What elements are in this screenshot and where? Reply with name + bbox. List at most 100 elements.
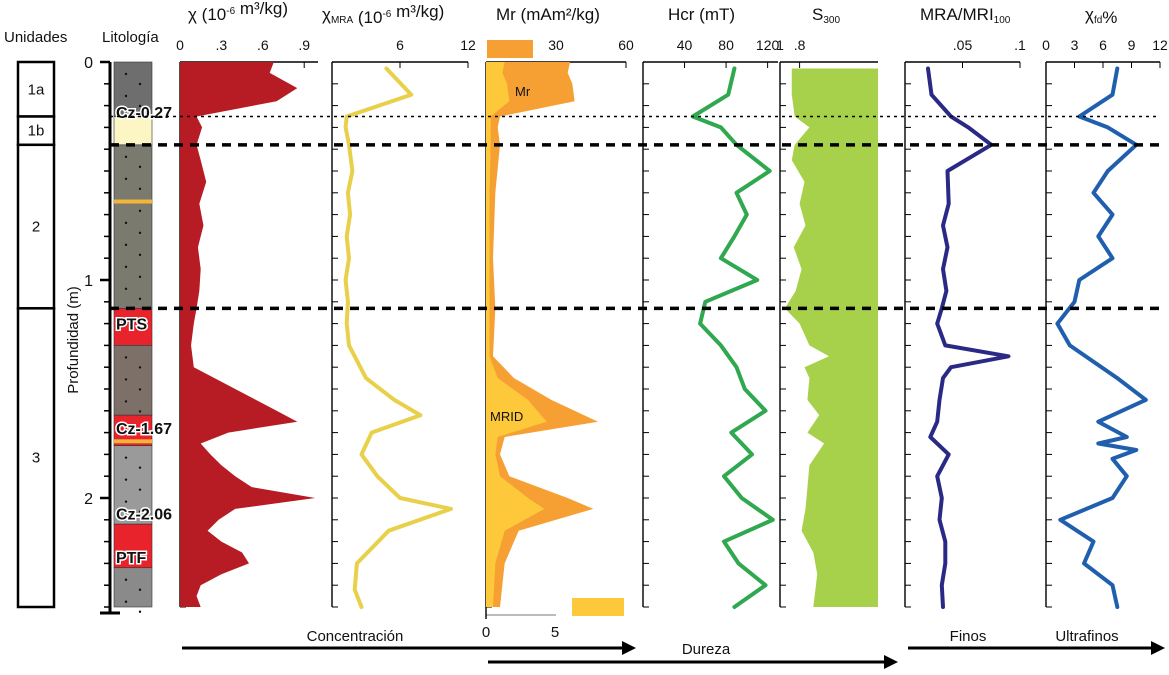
ratio-title-part: MRA/MRI <box>920 5 994 24</box>
lithology-layer <box>113 116 153 146</box>
header-units: Unidades <box>4 29 67 46</box>
lithology-dot <box>124 578 128 581</box>
lithology-dot <box>124 287 128 291</box>
lithology-dot <box>124 356 128 359</box>
ratio-line <box>926 66 1011 609</box>
chi-xtick-label: .9 <box>298 37 310 53</box>
lithology-dot <box>138 297 142 301</box>
s300-xtick-label: 1 <box>776 37 784 53</box>
lithology-dot <box>138 165 142 169</box>
ratio-xtick-label: .1 <box>1014 37 1026 53</box>
chi-title: χ (10-6 m³/kg) <box>188 0 288 24</box>
label-finos: Finos <box>950 628 987 645</box>
chimra-panel: χMRA (10-6 m³/kg) 6 12 <box>322 2 476 609</box>
lithology-label: PTF <box>116 550 146 567</box>
lithology-dot <box>138 82 142 86</box>
s300-title-part: S <box>812 5 823 24</box>
chifd-title: χfd% <box>1085 5 1117 27</box>
lithology-dot <box>138 187 142 191</box>
hcr-xtick-label: 120 <box>756 37 780 53</box>
chifd-xtick-label: 3 <box>1071 37 1079 53</box>
depth-tick-label: 2 <box>84 491 93 508</box>
lithology-dot <box>124 177 128 181</box>
unit-label: 1a <box>28 81 45 98</box>
chimra-title-part: MRA <box>331 15 354 26</box>
lithology-dot <box>138 588 142 591</box>
lithology-dot <box>138 366 142 369</box>
unit-label: 3 <box>32 450 40 467</box>
hcr-title: Hcr (mT) <box>668 5 735 24</box>
chi-area <box>180 62 316 607</box>
unit-label: 1b <box>28 123 45 140</box>
bottom-arrows <box>182 641 1165 669</box>
s300-panel: S300 1 .8 <box>776 5 878 608</box>
lithology-dot <box>124 265 128 269</box>
lithology-layer <box>113 308 153 346</box>
lithology-dot <box>138 231 142 235</box>
lithology-dot <box>124 400 128 403</box>
chimra-title-part: (10 <box>353 8 382 27</box>
hcr-line <box>690 66 775 609</box>
chi-xtick-label: .3 <box>216 37 228 53</box>
lithology-dot <box>138 388 142 391</box>
chifd-title-part: fd <box>1094 15 1102 26</box>
depth-axis: 0 1 2 <box>84 55 120 615</box>
lithology-dot <box>124 456 128 459</box>
lithology-dot <box>124 243 128 247</box>
lithology-layer <box>113 144 153 309</box>
lithology-layer <box>113 567 153 608</box>
label-dureza: Dureza <box>682 641 731 658</box>
ratio-title: MRA/MRI100 <box>920 5 1011 26</box>
mr-legend-swatch <box>487 40 533 58</box>
lithology-label: PTS <box>116 317 147 334</box>
hcr-xtick-label: 80 <box>718 37 734 53</box>
s300-area <box>784 68 878 608</box>
lithology-dot <box>138 253 142 257</box>
lithology-dot <box>124 500 128 503</box>
mrid-legend-swatch <box>572 598 624 616</box>
ratio-title-part: 100 <box>994 15 1011 26</box>
lithology-dot <box>138 466 142 469</box>
depth-axis-label: Profundidad (m) <box>65 286 82 394</box>
chimra-title-part: -6 <box>382 9 391 20</box>
mr-bottom-tick-label: 5 <box>551 624 559 641</box>
chimra-xtick-label: 12 <box>460 37 476 53</box>
chi-title-part: χ <box>188 5 197 24</box>
lithology-dot <box>138 410 142 413</box>
label-ultrafinos: Ultrafinos <box>1055 628 1118 645</box>
chifd-line <box>1055 66 1148 609</box>
lithology-layer <box>113 523 153 569</box>
lithology-dot <box>138 104 142 108</box>
lithology-dot <box>138 610 142 613</box>
lithology-lens <box>114 199 152 204</box>
chi-title-part: -6 <box>226 6 235 17</box>
chifd-xtick-label: 0 <box>1042 37 1050 53</box>
chi-title-part: (10 <box>197 5 226 24</box>
lithology-dot <box>124 221 128 225</box>
unit-boundaries <box>110 115 1160 311</box>
hcr-panel: Hcr (mT) 40 80 120 <box>642 5 780 609</box>
lithology-layer <box>113 445 153 525</box>
mr-panel: Mr (mAm²/kg) 30 60 Mr MRID 0 5 <box>482 5 634 641</box>
mr-series-label: Mr <box>515 84 531 99</box>
mr-area-mrid <box>486 62 547 607</box>
depth-tick-label: 1 <box>84 273 93 290</box>
mr-xtick-label: 60 <box>618 37 634 53</box>
chifd-title-part: χ <box>1085 5 1094 24</box>
ratio-xtick-label: .05 <box>953 37 973 53</box>
mr-title: Mr (mAm²/kg) <box>496 5 600 24</box>
unit-label: 2 <box>32 219 40 236</box>
lithology-dot <box>138 209 142 213</box>
mr-xtick-label: 30 <box>548 37 564 53</box>
header-lithology: Litología <box>102 29 159 46</box>
lithology-lens <box>114 439 152 444</box>
chimra-line <box>343 66 453 609</box>
s300-title: S300 <box>812 5 840 26</box>
hcr-xtick-label: 40 <box>677 37 693 53</box>
lithology-dot <box>124 72 128 76</box>
s300-xtick-label: .8 <box>794 37 806 53</box>
lithology-dot <box>138 275 142 279</box>
lithology-dot <box>138 488 142 491</box>
s300-title-part: 300 <box>823 15 840 26</box>
